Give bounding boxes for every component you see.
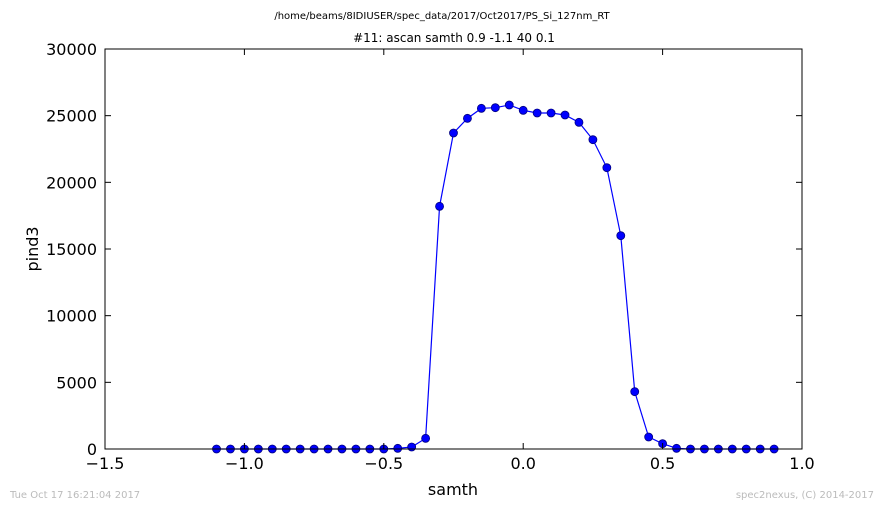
- data-point: [463, 113, 472, 123]
- data-point: [518, 105, 528, 115]
- x-tick-label: −0.5: [364, 454, 403, 473]
- y-tick-label: 0: [87, 440, 97, 459]
- y-tick-label: 10000: [46, 307, 97, 326]
- y-tick-label: 20000: [46, 173, 97, 192]
- y-axis: 0 5000 10000 15000 20000 25000 30000: [46, 40, 802, 459]
- x-tick-label: −1.0: [225, 454, 264, 473]
- x-axis: −1.5 −1.0 −0.5 0.0 0.5 1.0: [86, 49, 815, 473]
- series-layer: [212, 100, 779, 454]
- data-point: [504, 100, 514, 110]
- data-point: [672, 443, 681, 453]
- data-point: [449, 128, 458, 138]
- data-point: [560, 110, 570, 120]
- data-point: [476, 103, 486, 113]
- footer-timestamp: Tue Oct 17 16:21:04 2017: [9, 490, 140, 501]
- data-point: [532, 108, 542, 118]
- data-point: [393, 443, 403, 453]
- x-tick-label: −1.5: [86, 454, 125, 473]
- data-point: [421, 433, 431, 443]
- y-tick-label: 15000: [46, 240, 97, 259]
- series-line: [216, 104, 775, 450]
- y-axis-label: pind3: [23, 226, 42, 271]
- data-point: [588, 135, 598, 145]
- x-tick-label: 0.0: [510, 454, 535, 473]
- data-point: [644, 432, 654, 442]
- data-point: [602, 163, 612, 173]
- data-point: [407, 442, 417, 452]
- data-point: [630, 387, 640, 397]
- data-point: [490, 103, 500, 113]
- data-point: [546, 108, 556, 118]
- footer-credit: spec2nexus, (C) 2014-2017: [736, 490, 874, 501]
- plot-area-frame: [104, 48, 803, 450]
- data-point: [435, 201, 444, 211]
- y-tick-label: 30000: [46, 40, 97, 59]
- data-point: [616, 231, 626, 241]
- data-point: [574, 117, 584, 127]
- chart-title: #11: ascan samth 0.9 -1.1 40 0.1: [353, 31, 555, 45]
- x-tick-label: 1.0: [789, 454, 814, 473]
- y-tick-label: 5000: [56, 373, 97, 392]
- file-path: /home/beams/8IDIUSER/spec_data/2017/Oct2…: [274, 11, 610, 22]
- x-tick-label: 0.5: [650, 454, 675, 473]
- x-axis-label: samth: [428, 480, 478, 499]
- y-tick-label: 25000: [46, 107, 97, 126]
